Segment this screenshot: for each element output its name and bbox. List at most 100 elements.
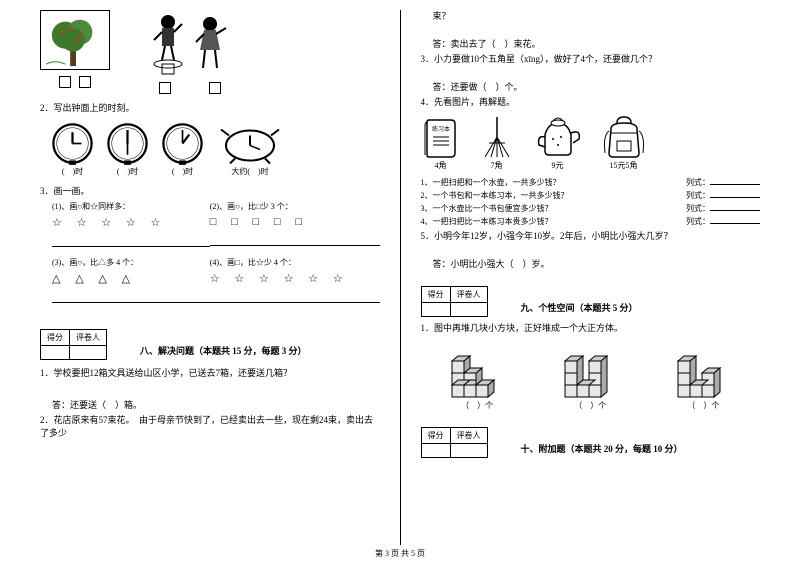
- clock-icon: [50, 121, 95, 166]
- q-text: 2、一个书包和一本练习本，一共多少钱？: [421, 190, 569, 201]
- q-formula: 列式：: [686, 190, 760, 201]
- kettle-icon: [533, 115, 583, 160]
- clock-label: ( )时: [117, 166, 138, 177]
- item-broom: 7角: [477, 115, 517, 171]
- page-footer: 第 3 页 共 5 页: [0, 548, 800, 559]
- clock-icon: [160, 121, 205, 166]
- image-row: [40, 10, 380, 96]
- draw-cell-1: (1)、画○和☆同样多： ☆ ☆ ☆ ☆ ☆: [40, 201, 210, 247]
- score-ping: 评卷人: [70, 330, 107, 346]
- score-cell[interactable]: [450, 303, 487, 317]
- q8-5-answer: 答：小明比小强大（ ）岁。: [421, 258, 761, 271]
- answer-line[interactable]: [52, 291, 210, 303]
- score-defen: 得分: [421, 287, 450, 303]
- notebook-icon: 练习本: [421, 115, 461, 160]
- draw-symbols: ☆ ☆ ☆ ☆ ☆ ☆: [210, 272, 380, 285]
- q8-3: 3．小力要做10个五角星（xīng），做好了4个，还要做几个？: [421, 53, 761, 66]
- draw-cell-3: (3)、画○，比△多 4 个： △ △ △ △: [40, 257, 210, 303]
- clock-icon: [105, 121, 150, 166]
- item-kettle: 9元: [533, 115, 583, 171]
- draw-title: (1)、画○和☆同样多：: [52, 201, 210, 212]
- item-bag: 15元5角: [599, 115, 649, 171]
- item-label: 9元: [552, 160, 564, 171]
- q8-5: 5．小明今年12岁，小强今年10岁。2年后，小明比小强大几岁？: [421, 230, 761, 243]
- q8-4: 4．先看图片，再解题。: [421, 96, 761, 109]
- clock-4: 大约( )时: [215, 121, 285, 177]
- left-column: 2．写出钟面上的时刻。 ( )时: [30, 10, 398, 545]
- clock-3: ( )时: [160, 121, 205, 177]
- kids-figure: [140, 10, 240, 96]
- q8-2b: 束？: [421, 10, 761, 23]
- tree-figure: [40, 10, 110, 96]
- q3-title: 3．画一画。: [40, 185, 380, 198]
- q-formula: 列式：: [686, 216, 760, 227]
- cube-label: （ ）个: [574, 400, 606, 411]
- clock-label: ( )时: [62, 166, 83, 177]
- score-table: 得分评卷人: [421, 427, 488, 458]
- clock-2: ( )时: [105, 121, 150, 177]
- cube-label: （ ）个: [461, 400, 493, 411]
- draw-title: (2)、画○，比□少 3 个：: [210, 201, 380, 212]
- q8-1: 1．学校要把12箱文具送给山区小学，已送去7箱，还要送几箱？: [40, 367, 380, 380]
- cube-icon: [555, 345, 625, 400]
- clock-label: 大约( )时: [231, 166, 268, 177]
- answer-line[interactable]: [210, 291, 380, 303]
- item-label: 4角: [435, 160, 447, 171]
- item-row: 练习本 4角 7角: [421, 115, 761, 171]
- q8-1-answer: 答：还要送（ ）箱。: [40, 399, 380, 412]
- item-label: 7角: [491, 160, 503, 171]
- q-text: 1、一把扫把和一个水壶，一共多少钱？: [421, 177, 561, 188]
- section-10-title: 十、附加题（本题共 20 分，每题 10 分）: [521, 442, 761, 455]
- q-line: 2、一个书包和一本练习本，一共多少钱？ 列式：: [421, 190, 761, 201]
- draw-title: (3)、画○，比△多 4 个：: [52, 257, 210, 268]
- checkbox[interactable]: [159, 82, 171, 94]
- tree-checkboxes: [56, 76, 94, 90]
- score-table: 得分评卷人: [40, 329, 107, 360]
- q8-4-list: 1、一把扫把和一个水壶，一共多少钱？ 列式： 2、一个书包和一本练习本，一共多少钱…: [421, 177, 761, 227]
- kids-checkboxes: [156, 82, 225, 96]
- q-line: 3、一个水壶比一个书包便宜多少钱？列式：: [421, 203, 761, 214]
- checkbox[interactable]: [59, 76, 71, 88]
- answer-line[interactable]: [210, 234, 380, 246]
- draw-title: (4)、画□，比☆少 4 个：: [210, 257, 380, 268]
- bag-icon: [599, 115, 649, 160]
- tree-icon: [40, 10, 110, 70]
- cube-label: （ ）个: [687, 400, 719, 411]
- score-cell[interactable]: [450, 443, 487, 457]
- cube-icon: [442, 345, 512, 400]
- score-cell[interactable]: [70, 346, 107, 360]
- score-defen: 得分: [421, 427, 450, 443]
- draw-cell-4: (4)、画□，比☆少 4 个： ☆ ☆ ☆ ☆ ☆ ☆: [210, 257, 380, 303]
- q-formula: 列式：: [686, 177, 760, 188]
- score-defen: 得分: [41, 330, 70, 346]
- q9-1: 1．图中再堆几块小方块，正好堆成一个大正方体。: [421, 322, 761, 335]
- section-9-title: 九、个性空间（本题共 5 分）: [521, 301, 761, 314]
- q-line: 1、一把扫把和一个水壶，一共多少钱？ 列式：: [421, 177, 761, 188]
- answer-line[interactable]: [52, 235, 210, 247]
- alarm-clock-icon: [215, 121, 285, 166]
- q-text: 3、一个水壶比一个书包便宜多少钱？: [421, 203, 553, 214]
- cube-2: （ ）个: [555, 345, 625, 411]
- kids-icon: [140, 10, 240, 80]
- score-cell[interactable]: [421, 443, 450, 457]
- q-text: 4、一把扫把比一本练习本贵多少钱？: [421, 216, 553, 227]
- q8-2-answer: 答：卖出去了（ ）束花。: [421, 38, 761, 51]
- section-8-title: 八、解决问题（本题共 15 分，每题 3 分）: [140, 344, 380, 357]
- q8-3-answer: 答：还要做（ ）个。: [421, 81, 761, 94]
- broom-icon: [477, 115, 517, 160]
- right-column: 束？ 答：卖出去了（ ）束花。 3．小力要做10个五角星（xīng），做好了4个…: [403, 10, 771, 545]
- cube-1: （ ）个: [442, 345, 512, 411]
- checkbox[interactable]: [79, 76, 91, 88]
- score-table: 得分评卷人: [421, 286, 488, 317]
- draw-symbols: □ □ □ □ □: [210, 216, 380, 228]
- q2-clock-title: 2．写出钟面上的时刻。: [40, 102, 380, 115]
- cube-icon: [668, 345, 738, 400]
- column-divider: [400, 10, 401, 545]
- cube-3: （ ）个: [668, 345, 738, 411]
- q8-2a: 2．花店原来有57束花。 由于母亲节快到了，已经卖出去一些，现在剩24束，卖出去…: [40, 414, 380, 439]
- checkbox[interactable]: [209, 82, 221, 94]
- score-ping: 评卷人: [450, 287, 487, 303]
- score-cell[interactable]: [421, 303, 450, 317]
- cube-row: （ ）个 （ ）个: [421, 345, 761, 411]
- score-cell[interactable]: [41, 346, 70, 360]
